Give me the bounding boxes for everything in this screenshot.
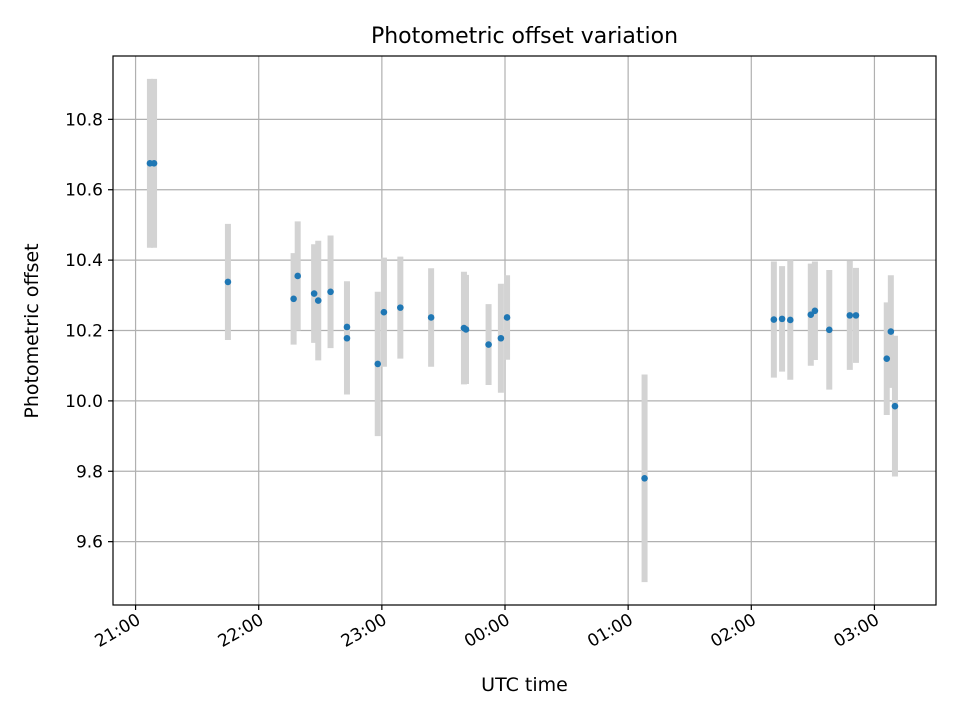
data-point [846,312,854,319]
data-point [294,272,302,280]
data-point [770,316,778,323]
data-point [497,334,505,342]
data-point [778,315,786,323]
data-points [146,160,899,482]
data-point [891,402,899,410]
y-tick-label: 10.2 [65,322,103,342]
data-point [485,341,492,348]
data-point [852,312,860,319]
y-tick-label: 10.0 [65,392,103,412]
data-point [786,316,794,324]
data-point [374,360,382,368]
data-point [150,160,158,167]
y-tick-label: 10.8 [65,110,103,130]
data-point [314,297,322,304]
data-point [641,475,648,482]
data-point [887,328,895,335]
data-point [327,288,334,296]
data-point [380,308,388,316]
y-tick-label: 9.8 [76,462,103,482]
chart-title: Photometric offset variation [371,24,678,49]
y-tick-label: 10.4 [65,251,103,271]
data-point [343,334,351,342]
data-point [825,326,833,334]
data-point [224,278,232,286]
y-axis-ticks: 9.6 9.8 10.0 10.2 10.4 10.6 10.8 [65,110,113,553]
y-axis-label: Photometric offset [21,243,43,418]
data-point [807,311,815,318]
data-point [343,323,351,331]
data-point [310,290,318,297]
x-axis-label: UTC time [481,674,568,696]
data-point [427,314,435,321]
y-tick-label: 10.6 [65,181,103,201]
data-point [883,355,891,362]
data-point [290,295,297,303]
data-point [462,326,470,333]
data-point [503,314,511,321]
data-point [397,304,404,311]
y-tick-label: 9.6 [76,533,103,553]
data-point [811,307,819,315]
